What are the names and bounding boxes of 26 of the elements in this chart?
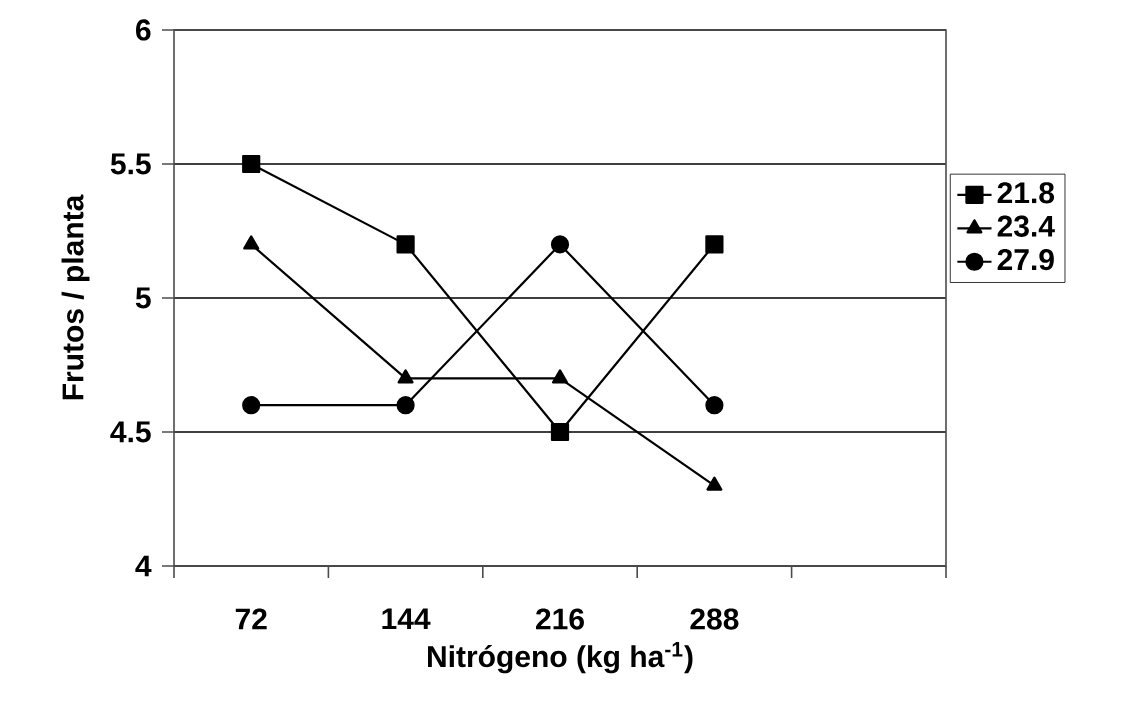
y-axis-title: Frutos / planta	[61, 194, 90, 400]
point	[550, 422, 570, 442]
y-tick-label: 4.5	[110, 421, 151, 443]
legend-label: 21.8	[997, 182, 1055, 204]
point	[705, 396, 724, 415]
point	[396, 396, 415, 415]
point	[242, 154, 261, 174]
x-axis-title: Nitrógeno (kg ha$^{-1}$)	[428, 642, 693, 674]
x-tick-label: 288	[690, 608, 739, 630]
point	[242, 396, 261, 415]
y-tick-label: 5	[135, 287, 151, 309]
point	[705, 235, 724, 254]
y-tick-label: 4	[135, 555, 152, 577]
point	[396, 235, 415, 254]
point	[243, 235, 260, 250]
x-tick-label: 216	[536, 608, 584, 630]
point	[550, 235, 570, 254]
legend-label: 27.9	[997, 249, 1054, 271]
x-tick-label: 144	[382, 608, 431, 630]
x-tick-label: 72	[235, 608, 267, 630]
point	[397, 369, 414, 384]
point	[551, 369, 569, 384]
y-tick-label: 5.5	[110, 153, 151, 175]
y-tick-label: 6	[136, 19, 151, 41]
legend-label: 23.4	[997, 215, 1055, 237]
point	[706, 476, 723, 491]
